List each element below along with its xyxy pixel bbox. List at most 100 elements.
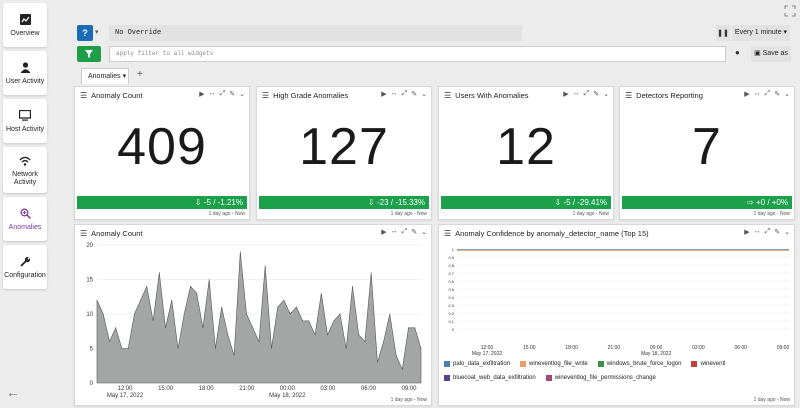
filter-button[interactable] xyxy=(77,46,101,62)
expand-icon[interactable]: ⤢ xyxy=(764,90,771,97)
legend-item[interactable]: wineventlog_file_permissions_change xyxy=(545,375,656,381)
x-tick-label: 21:00 xyxy=(239,386,255,392)
edit-icon[interactable]: ✎ xyxy=(774,229,781,236)
override-select[interactable]: No Override xyxy=(109,25,522,41)
save-icon: ▣ xyxy=(754,50,761,57)
legend-item[interactable]: palo_data_exfiltration xyxy=(444,361,510,367)
chevron-down-icon[interactable]: ⌄ xyxy=(784,229,790,236)
menu-icon[interactable]: ☰ xyxy=(80,229,88,238)
resize-icon[interactable]: ↔ xyxy=(390,228,398,235)
refresh-interval-label: Every 1 minute xyxy=(734,29,782,36)
chevron-down-icon[interactable]: ⌄ xyxy=(421,229,427,236)
edit-icon[interactable]: ✎ xyxy=(774,91,781,98)
chevron-down-icon[interactable]: ⌄ xyxy=(784,91,790,98)
x-date-label: May 18, 2022 xyxy=(641,351,672,357)
sidebar-item-anomalies[interactable]: Anomalies xyxy=(3,197,47,241)
y-tick-label: 0.6 xyxy=(448,279,454,284)
sidebar-item-configuration[interactable]: Configuration xyxy=(3,245,47,289)
menu-icon[interactable]: ☰ xyxy=(444,91,452,100)
sidebar-item-label: Anomalies xyxy=(8,223,42,231)
data-point xyxy=(227,334,229,336)
expand-icon[interactable]: ⤢ xyxy=(219,90,226,97)
play-icon[interactable]: ▶ xyxy=(563,91,569,98)
legend-item[interactable]: bluecoat_web_data_exfiltration xyxy=(444,375,536,381)
legend-swatch xyxy=(691,361,698,367)
data-point xyxy=(115,327,117,329)
data-point xyxy=(183,313,185,315)
legend-item[interactable]: wineventlog_file_write xyxy=(520,361,588,367)
delta-text: -5 / -29.41% xyxy=(563,198,607,207)
data-point xyxy=(264,265,266,267)
data-point xyxy=(127,348,129,349)
edit-icon[interactable]: ✎ xyxy=(411,91,418,98)
data-point xyxy=(202,327,204,329)
back-arrow-icon[interactable]: ← xyxy=(6,384,20,400)
panel-title-text: Users With Anomalies xyxy=(455,91,529,100)
metric-delta: ⇨ +0 / +0% xyxy=(622,196,792,209)
data-point xyxy=(377,361,378,363)
x-tick-label: 12:00 xyxy=(481,345,494,351)
metric-panel-detectors-reporting: ☰ Detectors Reporting ▶ ↔ ⤢ ✎ ⌄ 7 ⇨ +0 / +0% … xyxy=(619,86,795,220)
expand-icon[interactable]: ⤢ xyxy=(401,228,408,235)
panel-title: ☰ Users With Anomalies xyxy=(444,91,529,100)
data-point xyxy=(395,355,397,356)
legend-item[interactable]: windows_brute_force_logon xyxy=(597,361,682,367)
tab-anomalies[interactable]: Anomalies ▾ xyxy=(81,68,129,84)
menu-icon[interactable]: ☰ xyxy=(262,91,270,100)
panel-toolbar: ▶ ↔ ⤢ ✎ ⌄ xyxy=(563,90,609,98)
y-tick-label: 0.1 xyxy=(448,319,454,324)
panel-toolbar: ▶ ↔ ⤢ ✎ ⌄ xyxy=(744,228,790,236)
y-tick-label: 0.8 xyxy=(448,263,454,268)
y-tick-label: 0.4 xyxy=(448,295,454,300)
resize-icon[interactable]: ↔ xyxy=(208,90,216,97)
area-series xyxy=(96,251,422,384)
refresh-interval-select[interactable]: Every 1 minute ▾ xyxy=(732,25,790,41)
play-icon[interactable]: ▶ xyxy=(744,229,750,236)
menu-icon[interactable]: ☰ xyxy=(80,91,88,100)
fullscreen-icon[interactable] xyxy=(784,4,796,17)
y-tick-label: 15 xyxy=(86,278,93,284)
filter-input[interactable]: apply filter to all widgets xyxy=(109,46,726,62)
edit-icon[interactable]: ✎ xyxy=(411,229,418,236)
pause-button[interactable]: ❚❚ xyxy=(716,25,730,41)
data-point xyxy=(308,320,310,322)
edit-icon[interactable]: ✎ xyxy=(229,91,236,98)
menu-icon[interactable]: ☰ xyxy=(444,229,452,238)
legend-swatch xyxy=(545,375,552,381)
resize-icon[interactable]: ↔ xyxy=(572,90,580,97)
chevron-down-icon[interactable]: ⌄ xyxy=(603,91,609,98)
legend-swatch xyxy=(597,361,604,367)
expand-icon[interactable]: ⤢ xyxy=(401,90,408,97)
sidebar-item-network-activity[interactable]: Network Activity xyxy=(3,147,47,193)
resize-icon[interactable]: ↔ xyxy=(390,90,398,97)
pin-icon[interactable]: ● xyxy=(735,48,740,57)
metric-delta: ⇩ -5 / -1.21% xyxy=(77,196,247,209)
play-icon[interactable]: ▶ xyxy=(199,91,205,98)
chevron-down-icon[interactable]: ⌄ xyxy=(239,91,245,98)
sidebar-item-user-activity[interactable]: User Activity xyxy=(3,51,47,95)
expand-icon[interactable]: ⤢ xyxy=(764,228,771,235)
add-tab-icon[interactable]: + xyxy=(137,69,143,80)
edit-icon[interactable]: ✎ xyxy=(593,91,600,98)
chevron-down-icon[interactable]: ▾ xyxy=(95,29,99,36)
legend-label: windows_brute_force_logon xyxy=(606,361,682,367)
metric-value: 12 xyxy=(496,118,556,176)
chevron-down-icon[interactable]: ⌄ xyxy=(421,91,427,98)
data-point xyxy=(358,334,360,336)
sidebar-item-host-activity[interactable]: Host Activity xyxy=(3,99,47,143)
resize-icon[interactable]: ↔ xyxy=(753,228,761,235)
legend-label: wineventlog_file_permissions_change xyxy=(554,375,656,381)
menu-icon[interactable]: ☰ xyxy=(625,91,633,100)
legend-item[interactable]: wineventl xyxy=(691,361,725,367)
play-icon[interactable]: ▶ xyxy=(381,91,387,98)
expand-icon[interactable]: ⤢ xyxy=(583,90,590,97)
sidebar-item-overview[interactable]: Overview xyxy=(3,3,47,47)
y-tick-label: 0.2 xyxy=(448,311,454,316)
resize-icon[interactable]: ↔ xyxy=(753,90,761,97)
play-icon[interactable]: ▶ xyxy=(744,91,750,98)
play-icon[interactable]: ▶ xyxy=(381,229,387,236)
arrow-down-circle-icon: ⇩ xyxy=(194,198,202,207)
save-as-button[interactable]: ▣ Save as xyxy=(751,46,791,62)
x-tick-label: 15:00 xyxy=(158,386,174,392)
help-button[interactable]: ? xyxy=(77,25,93,41)
